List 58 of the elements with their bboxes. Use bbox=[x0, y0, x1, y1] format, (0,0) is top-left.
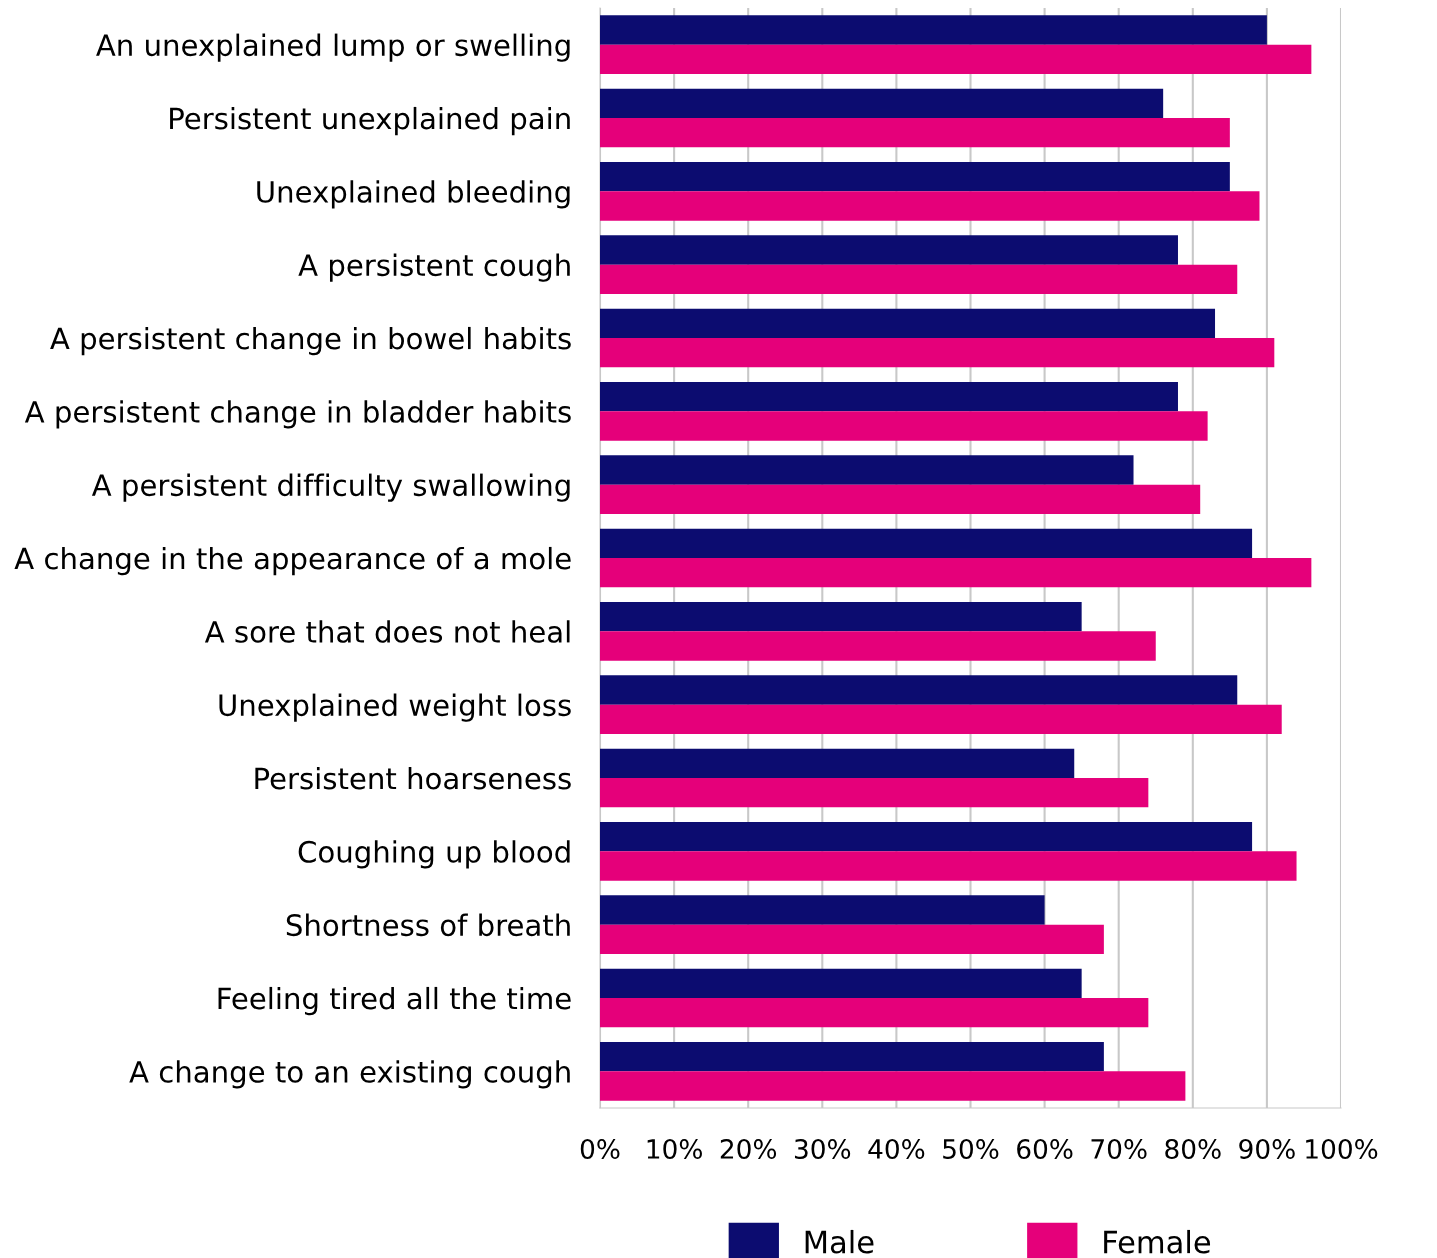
y-tick-label: Unexplained bleeding bbox=[257, 180, 570, 209]
y-tick-label: A persistent change in bladder habits bbox=[24, 400, 571, 429]
x-tick-label: 50% bbox=[943, 1139, 999, 1159]
y-tick-label: Persistent unexplained pain bbox=[170, 106, 570, 136]
y-tick-label: Coughing up blood bbox=[298, 840, 570, 869]
x-tick-label: 70% bbox=[1091, 1139, 1147, 1159]
y-tick-label: Feeling tired all the time bbox=[218, 986, 571, 1016]
bar bbox=[600, 235, 1178, 265]
y-tick-label: A sore that does not heal bbox=[204, 620, 570, 643]
bar bbox=[600, 411, 1208, 441]
bar bbox=[600, 822, 1253, 852]
y-tick-label: An unexplained lump or swelling bbox=[96, 33, 570, 62]
bar bbox=[600, 484, 1201, 514]
bar bbox=[600, 1071, 1186, 1101]
y-tick-label: A change in the appearance of a mole bbox=[14, 546, 571, 576]
y-tick-label: Persistent hoarseness bbox=[255, 766, 571, 790]
y-tick-label: A persistent difficulty swallowing bbox=[91, 473, 570, 502]
x-tick-label: 40% bbox=[868, 1139, 925, 1159]
bar bbox=[600, 895, 1045, 925]
bar bbox=[600, 15, 1267, 45]
bar bbox=[600, 308, 1216, 338]
x-tick-label: 90% bbox=[1239, 1139, 1295, 1159]
bar bbox=[600, 675, 1238, 705]
bar bbox=[600, 778, 1149, 808]
x-tick-label: 10% bbox=[647, 1139, 702, 1159]
y-tick-label: Shortness of breath bbox=[286, 913, 570, 937]
bar bbox=[600, 602, 1082, 632]
bar bbox=[600, 528, 1253, 558]
bar bbox=[600, 264, 1238, 294]
bar bbox=[600, 631, 1156, 661]
legend-label: Female bbox=[1104, 1229, 1211, 1254]
bar bbox=[600, 88, 1164, 118]
bar bbox=[600, 191, 1260, 221]
bar bbox=[600, 162, 1230, 192]
bar bbox=[600, 704, 1282, 734]
y-tick-label: A persistent cough bbox=[298, 253, 570, 282]
bar bbox=[600, 44, 1312, 74]
bar bbox=[600, 748, 1075, 778]
bar bbox=[600, 382, 1178, 412]
legend-label: Male bbox=[805, 1229, 874, 1254]
y-tick-label: A persistent change in bowel habits bbox=[50, 326, 571, 356]
bar bbox=[600, 968, 1082, 998]
x-tick-label: 0% bbox=[580, 1139, 620, 1159]
bar bbox=[600, 118, 1230, 148]
y-tick-label: Unexplained weight loss bbox=[219, 693, 571, 722]
x-tick-label: 100% bbox=[1306, 1139, 1378, 1159]
bar bbox=[600, 1042, 1104, 1072]
bar bbox=[600, 338, 1275, 368]
bar bbox=[600, 455, 1134, 485]
x-tick-label: 30% bbox=[794, 1139, 851, 1159]
bar bbox=[600, 998, 1149, 1028]
x-tick-label: 60% bbox=[1017, 1139, 1073, 1159]
x-tick-label: 20% bbox=[720, 1139, 777, 1159]
bar bbox=[600, 558, 1312, 588]
bar bbox=[600, 851, 1297, 881]
y-tick-label: A change to an existing cough bbox=[129, 1060, 570, 1089]
bar bbox=[600, 924, 1104, 954]
x-tick-label: 80% bbox=[1165, 1139, 1221, 1159]
